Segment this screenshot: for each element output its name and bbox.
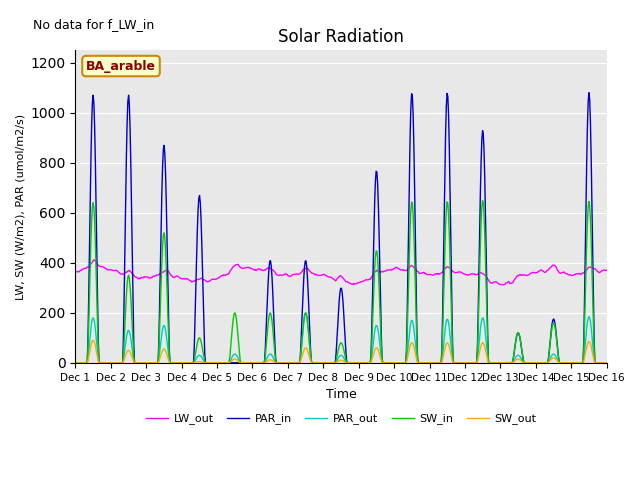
PAR_out — [81, 360, 89, 366]
LW_out — [90, 257, 98, 263]
LW_out — [219, 273, 227, 278]
SW_out — [406, 343, 414, 349]
X-axis label: Time: Time — [326, 388, 356, 401]
PAR_in — [421, 360, 429, 366]
SW_out — [603, 360, 611, 366]
Line: SW_in: SW_in — [76, 201, 607, 363]
LW_out — [406, 264, 414, 269]
PAR_in — [218, 360, 225, 366]
PAR_out — [422, 360, 429, 366]
SW_in — [81, 360, 89, 366]
SW_in — [421, 360, 429, 366]
PAR_in — [81, 360, 89, 366]
Text: BA_arable: BA_arable — [86, 60, 156, 72]
LW_out — [603, 267, 611, 273]
LW_out — [191, 278, 198, 284]
SW_in — [406, 247, 413, 252]
LW_out — [72, 269, 79, 275]
Line: PAR_in: PAR_in — [76, 93, 607, 363]
SW_in — [136, 360, 143, 366]
SW_out — [90, 337, 97, 343]
LW_out — [499, 282, 507, 288]
LW_out — [136, 276, 144, 281]
Line: PAR_out: PAR_out — [76, 313, 607, 363]
LW_out — [422, 271, 429, 276]
Title: Solar Radiation: Solar Radiation — [278, 28, 404, 46]
LW_out — [81, 265, 89, 271]
PAR_in — [190, 359, 198, 364]
SW_in — [190, 360, 198, 365]
SW_out — [219, 360, 227, 366]
Text: No data for f_LW_in: No data for f_LW_in — [33, 18, 154, 31]
PAR_out — [218, 360, 225, 366]
SW_out — [72, 360, 79, 366]
PAR_in — [585, 90, 593, 96]
Legend: LW_out, PAR_in, PAR_out, SW_in, SW_out: LW_out, PAR_in, PAR_out, SW_in, SW_out — [141, 409, 541, 429]
PAR_out — [136, 360, 143, 366]
PAR_out — [603, 360, 611, 366]
PAR_out — [406, 324, 414, 330]
PAR_in — [603, 360, 611, 366]
SW_in — [479, 198, 486, 204]
SW_out — [136, 360, 144, 366]
Y-axis label: LW, SW (W/m2), PAR (umol/m2/s): LW, SW (W/m2), PAR (umol/m2/s) — [15, 113, 25, 300]
SW_in — [218, 360, 225, 366]
SW_in — [72, 360, 79, 366]
PAR_out — [302, 310, 310, 316]
SW_out — [191, 360, 198, 366]
PAR_in — [72, 360, 79, 366]
PAR_in — [136, 360, 143, 366]
Line: LW_out: LW_out — [76, 260, 607, 285]
Line: SW_out: SW_out — [76, 340, 607, 363]
PAR_out — [190, 360, 198, 366]
PAR_out — [72, 360, 79, 366]
SW_out — [422, 360, 429, 366]
SW_in — [603, 360, 611, 366]
PAR_in — [406, 171, 413, 177]
SW_out — [81, 360, 89, 366]
